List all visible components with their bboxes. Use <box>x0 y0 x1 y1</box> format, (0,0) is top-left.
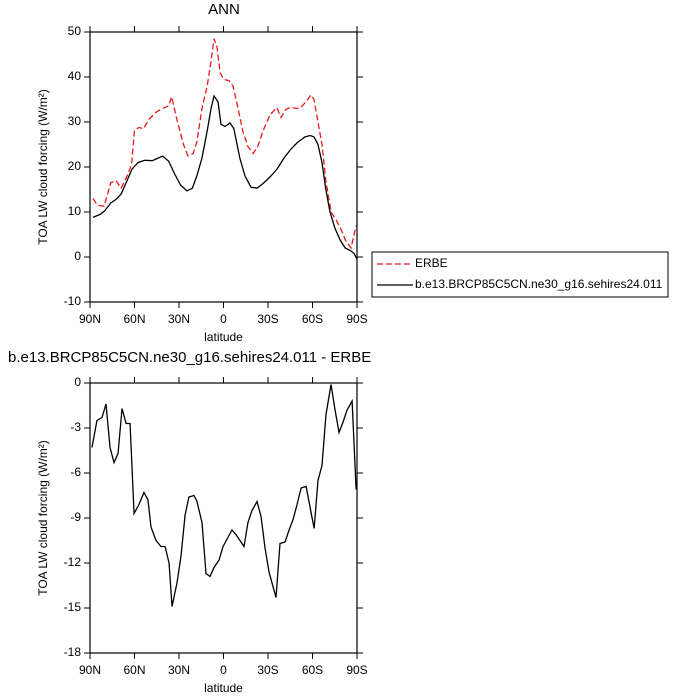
data-line <box>92 94 358 260</box>
y-tick-label: 0 <box>74 249 81 263</box>
y-axis-label: TOA LW cloud forcing (W/m²) <box>36 440 50 596</box>
y-tick-label: -15 <box>64 600 82 614</box>
panel: b.e13.BRCP85C5CN.ne30_g16.sehires24.011 … <box>8 349 371 695</box>
y-tick-label: 0 <box>74 375 81 389</box>
panel: ANN -10 0 10 20 30 40 50 90N 60N 30N 0 30S 60S 90S lati… <box>36 1 669 344</box>
x-tick-label: 90S <box>346 312 367 326</box>
x-tick-label: 0 <box>220 312 227 326</box>
y-tick-label: -18 <box>64 645 82 659</box>
x-tick-label: 60S <box>302 312 323 326</box>
x-axis-label: latitude <box>204 330 243 344</box>
y-tick-label: 20 <box>68 159 82 173</box>
x-tick-label: 30S <box>257 663 278 677</box>
chart-title: ANN <box>208 1 240 18</box>
y-tick-label: -3 <box>70 420 81 434</box>
x-tick-label: 60N <box>123 312 145 326</box>
plot-frame <box>89 31 358 303</box>
x-tick-label: 0 <box>220 663 227 677</box>
y-tick-label: 30 <box>68 114 82 128</box>
y-axis-label: TOA LW cloud forcing (W/m²) <box>36 89 50 245</box>
y-tick-label: 40 <box>68 69 82 83</box>
x-tick-label: 30N <box>168 312 190 326</box>
legend-label: ERBE <box>415 256 448 270</box>
y-tick-label: 50 <box>68 24 82 38</box>
x-axis-label: latitude <box>204 681 243 695</box>
x-tick-label: 90S <box>346 663 367 677</box>
legend-box <box>371 251 669 298</box>
y-tick-label: -12 <box>64 555 82 569</box>
x-tick-label: 60N <box>123 663 145 677</box>
y-tick-label: -6 <box>70 465 81 479</box>
legend-label: b.e13.BRCP85C5CN.ne30_g16.sehires24.011 <box>415 277 663 291</box>
plot-frame <box>89 382 358 654</box>
x-tick-label: 90N <box>79 663 101 677</box>
y-tick-label: -10 <box>64 294 82 308</box>
data-line <box>91 384 357 607</box>
x-tick-label: 60S <box>302 663 323 677</box>
x-tick-label: 30N <box>168 663 190 677</box>
x-tick-label: 90N <box>79 312 101 326</box>
chart-title: b.e13.BRCP85C5CN.ne30_g16.sehires24.011 … <box>8 349 371 366</box>
data-line <box>92 38 357 250</box>
y-tick-label: 10 <box>68 204 82 218</box>
x-tick-label: 30S <box>257 312 278 326</box>
y-tick-label: -9 <box>70 510 81 524</box>
